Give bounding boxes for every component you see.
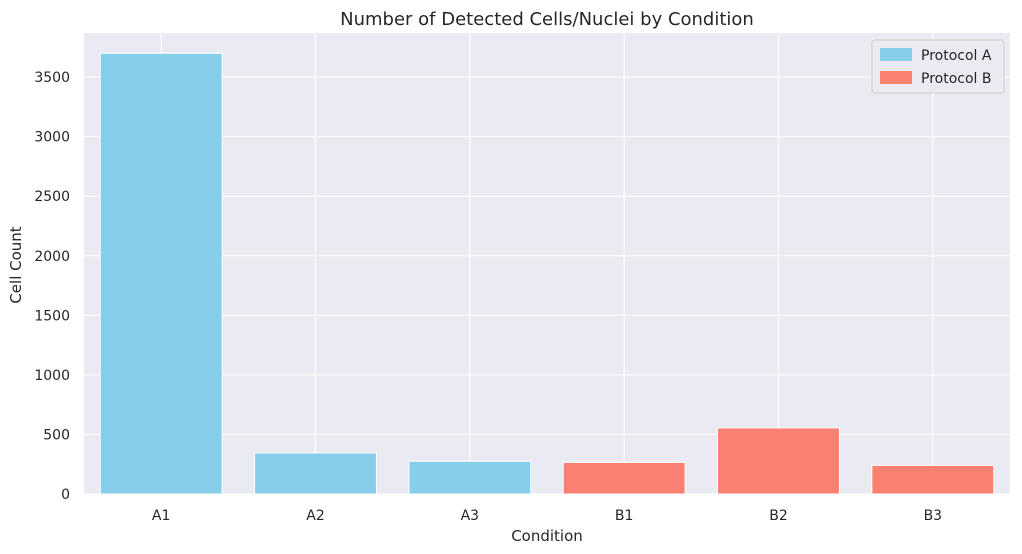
bars xyxy=(99,52,995,495)
chart-title: Number of Detected Cells/Nuclei by Condi… xyxy=(340,9,754,30)
y-tick-label-2500: 2500 xyxy=(34,189,70,205)
legend-label-protocol-a: Protocol A xyxy=(921,48,992,64)
x-tick-label-B1: B1 xyxy=(615,508,634,524)
legend: Protocol A Protocol B xyxy=(871,39,1005,94)
x-tick-label-A2: A2 xyxy=(306,508,324,524)
x-axis-label: Condition xyxy=(511,527,583,545)
y-tick-label-1500: 1500 xyxy=(34,308,70,324)
bar-A2 xyxy=(254,452,377,495)
y-tick-label-3500: 3500 xyxy=(34,70,70,86)
y-axis-ticks: 0 500 1000 1500 2000 2500 3000 3500 xyxy=(34,70,70,503)
legend-swatch-protocol-a xyxy=(880,48,912,61)
bar-A3 xyxy=(408,460,532,495)
y-tick-label-500: 500 xyxy=(43,427,70,443)
x-tick-label-B3: B3 xyxy=(924,508,943,524)
x-tick-label-B2: B2 xyxy=(769,508,788,524)
bar-B1 xyxy=(562,461,686,495)
y-tick-label-0: 0 xyxy=(61,487,70,503)
y-axis-label: Cell Count xyxy=(7,226,25,303)
y-tick-label-1000: 1000 xyxy=(34,368,70,384)
legend-swatch-protocol-b xyxy=(880,71,912,84)
legend-label-protocol-b: Protocol B xyxy=(921,71,991,87)
y-tick-label-3000: 3000 xyxy=(34,130,70,146)
y-tick-label-2000: 2000 xyxy=(34,249,70,265)
plot-area xyxy=(84,33,1010,494)
x-axis-ticks: A1 A2 A3 B1 B2 B3 xyxy=(152,508,942,524)
bar-B2 xyxy=(717,427,840,495)
x-tick-label-A3: A3 xyxy=(461,508,479,524)
grid-lines xyxy=(84,33,1010,495)
bar-B3 xyxy=(871,464,995,495)
bar-A1 xyxy=(99,52,223,495)
x-tick-label-A1: A1 xyxy=(152,508,170,524)
